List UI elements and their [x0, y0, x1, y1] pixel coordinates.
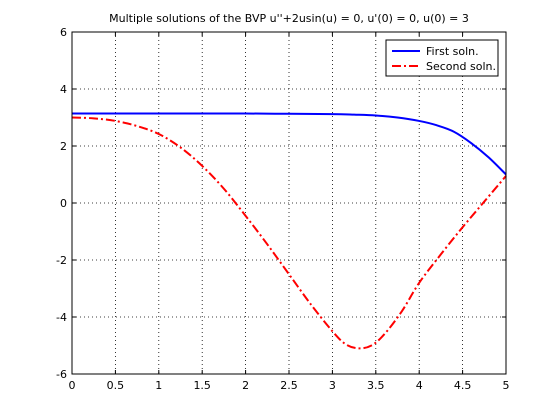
grid — [72, 32, 506, 374]
y-tick-labels: -6 -4 -2 0 2 4 6 — [56, 26, 67, 381]
y-tick-label: 4 — [60, 83, 67, 96]
legend-box — [385, 39, 499, 77]
series-line-1 — [72, 112, 507, 176]
x-tick-label: 0 — [69, 379, 76, 392]
x-tick-label: 1 — [155, 379, 162, 392]
y-tick-label: -6 — [56, 368, 67, 381]
y-tick-label: -4 — [56, 311, 67, 324]
x-tick-label: 4.5 — [454, 379, 472, 392]
y-tick-label: 0 — [60, 197, 67, 210]
y-tick-label: 6 — [60, 26, 67, 39]
x-tick-label: 3.5 — [367, 379, 385, 392]
y-tick-label: -2 — [56, 254, 67, 267]
x-tick-label: 4 — [416, 379, 423, 392]
x-tick-label: 5 — [503, 379, 510, 392]
x-tick-labels: 0 0.5 1 1.5 2 2.5 3 3.5 4 4.5 5 — [69, 379, 510, 392]
y-tick-label: 2 — [60, 140, 67, 153]
x-tick-label: 2 — [242, 379, 249, 392]
series-layer — [71, 112, 507, 350]
series-line-2 — [71, 116, 507, 350]
legend-label: First soln. — [426, 45, 479, 58]
ticks — [71, 31, 507, 375]
x-tick-label: 0.5 — [107, 379, 125, 392]
x-tick-label: 1.5 — [193, 379, 211, 392]
chart-title: Multiple solutions of the BVP u''+2usin(… — [109, 12, 469, 25]
x-tick-label: 3 — [329, 379, 336, 392]
legend: First soln. Second soln. — [385, 39, 499, 77]
legend-label: Second soln. — [426, 60, 496, 73]
x-tick-label: 2.5 — [280, 379, 298, 392]
